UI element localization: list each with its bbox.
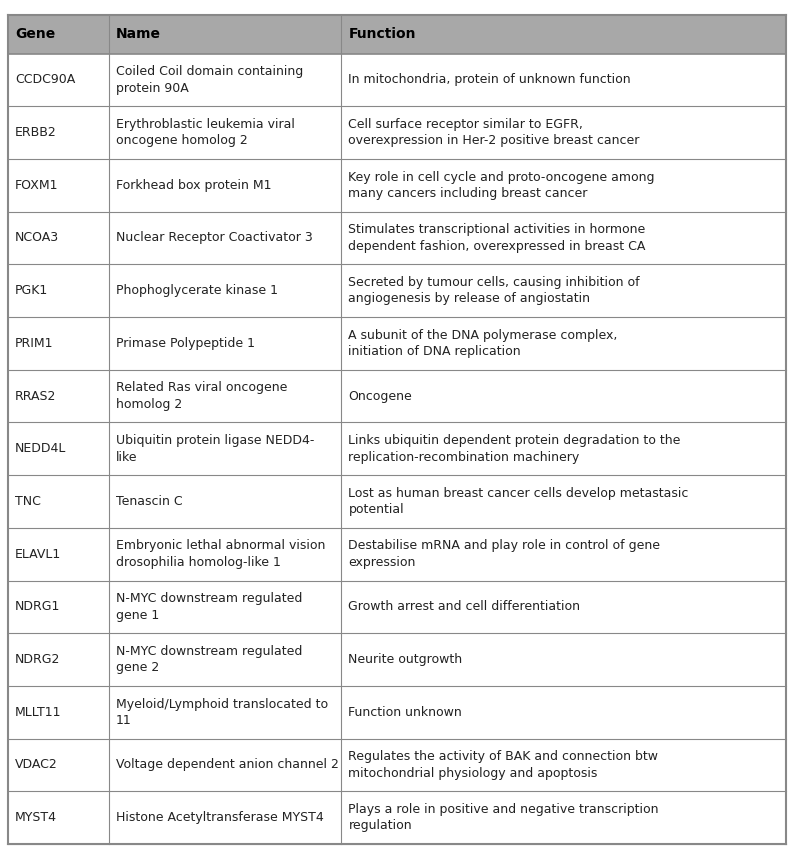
Text: Related Ras viral oncogene
homolog 2: Related Ras viral oncogene homolog 2 <box>116 382 287 411</box>
Text: Growth arrest and cell differentiation: Growth arrest and cell differentiation <box>349 601 580 613</box>
Text: Destabilise mRNA and play role in control of gene
expression: Destabilise mRNA and play role in contro… <box>349 539 661 569</box>
Text: Function unknown: Function unknown <box>349 705 462 719</box>
Text: CCDC90A: CCDC90A <box>15 73 75 86</box>
Text: FOXM1: FOXM1 <box>15 179 59 192</box>
Text: MYST4: MYST4 <box>15 811 57 824</box>
Text: Gene: Gene <box>15 27 56 41</box>
Bar <box>8 580 786 633</box>
Text: Secreted by tumour cells, causing inhibition of
angiogenesis by release of angio: Secreted by tumour cells, causing inhibi… <box>349 276 640 305</box>
Bar <box>8 54 786 106</box>
Text: RRAS2: RRAS2 <box>15 389 56 402</box>
Text: Name: Name <box>116 27 161 41</box>
Text: NEDD4L: NEDD4L <box>15 442 67 455</box>
Text: Myeloid/Lymphoid translocated to
11: Myeloid/Lymphoid translocated to 11 <box>116 698 328 727</box>
Text: Plays a role in positive and negative transcription
regulation: Plays a role in positive and negative tr… <box>349 803 659 832</box>
Text: Function: Function <box>349 27 416 41</box>
Text: Coiled Coil domain containing
protein 90A: Coiled Coil domain containing protein 90… <box>116 65 303 95</box>
Text: Forkhead box protein M1: Forkhead box protein M1 <box>116 179 272 192</box>
Text: Nuclear Receptor Coactivator 3: Nuclear Receptor Coactivator 3 <box>116 232 313 245</box>
Text: Lost as human breast cancer cells develop metastasic
potential: Lost as human breast cancer cells develo… <box>349 486 689 516</box>
Text: Histone Acetyltransferase MYST4: Histone Acetyltransferase MYST4 <box>116 811 324 824</box>
Text: Erythroblastic leukemia viral
oncogene homolog 2: Erythroblastic leukemia viral oncogene h… <box>116 118 295 147</box>
Bar <box>8 633 786 686</box>
Text: Cell surface receptor similar to EGFR,
overexpression in Her-2 positive breast c: Cell surface receptor similar to EGFR, o… <box>349 118 640 147</box>
Text: N-MYC downstream regulated
gene 2: N-MYC downstream regulated gene 2 <box>116 645 303 674</box>
Text: Key role in cell cycle and proto-oncogene among
many cancers including breast ca: Key role in cell cycle and proto-oncogen… <box>349 170 655 200</box>
Text: MLLT11: MLLT11 <box>15 705 61 719</box>
Text: Links ubiquitin dependent protein degradation to the
replication-recombination m: Links ubiquitin dependent protein degrad… <box>349 434 680 463</box>
Bar <box>8 106 786 159</box>
Text: PRIM1: PRIM1 <box>15 337 53 350</box>
Text: VDAC2: VDAC2 <box>15 758 58 771</box>
Text: PGK1: PGK1 <box>15 285 48 297</box>
Text: NCOA3: NCOA3 <box>15 232 59 245</box>
Bar <box>8 370 786 423</box>
Bar <box>8 686 786 739</box>
Bar <box>8 264 786 317</box>
Text: Tenascin C: Tenascin C <box>116 495 183 508</box>
Text: Embryonic lethal abnormal vision
drosophilia homolog-like 1: Embryonic lethal abnormal vision drosoph… <box>116 539 326 569</box>
Text: Voltage dependent anion channel 2: Voltage dependent anion channel 2 <box>116 758 339 771</box>
Text: Primase Polypeptide 1: Primase Polypeptide 1 <box>116 337 255 350</box>
Bar <box>8 423 786 475</box>
Text: NDRG1: NDRG1 <box>15 601 60 613</box>
Text: Ubiquitin protein ligase NEDD4-
like: Ubiquitin protein ligase NEDD4- like <box>116 434 314 463</box>
Text: ERBB2: ERBB2 <box>15 126 56 139</box>
Text: In mitochondria, protein of unknown function: In mitochondria, protein of unknown func… <box>349 73 631 86</box>
Text: Phophoglycerate kinase 1: Phophoglycerate kinase 1 <box>116 285 278 297</box>
Text: A subunit of the DNA polymerase complex,
initiation of DNA replication: A subunit of the DNA polymerase complex,… <box>349 329 618 358</box>
Text: TNC: TNC <box>15 495 40 508</box>
Text: NDRG2: NDRG2 <box>15 653 60 666</box>
Text: Neurite outgrowth: Neurite outgrowth <box>349 653 463 666</box>
Text: Stimulates transcriptional activities in hormone
dependent fashion, overexpresse: Stimulates transcriptional activities in… <box>349 223 646 253</box>
Text: Regulates the activity of BAK and connection btw
mitochondrial physiology and ap: Regulates the activity of BAK and connec… <box>349 751 658 780</box>
Bar <box>8 211 786 264</box>
Bar <box>8 739 786 792</box>
Text: ELAVL1: ELAVL1 <box>15 548 61 561</box>
Bar <box>8 15 786 54</box>
Bar <box>8 475 786 527</box>
Bar <box>8 527 786 580</box>
Bar <box>8 792 786 844</box>
Text: Oncogene: Oncogene <box>349 389 412 402</box>
Bar <box>8 317 786 370</box>
Text: N-MYC downstream regulated
gene 1: N-MYC downstream regulated gene 1 <box>116 592 303 622</box>
Bar <box>8 159 786 211</box>
